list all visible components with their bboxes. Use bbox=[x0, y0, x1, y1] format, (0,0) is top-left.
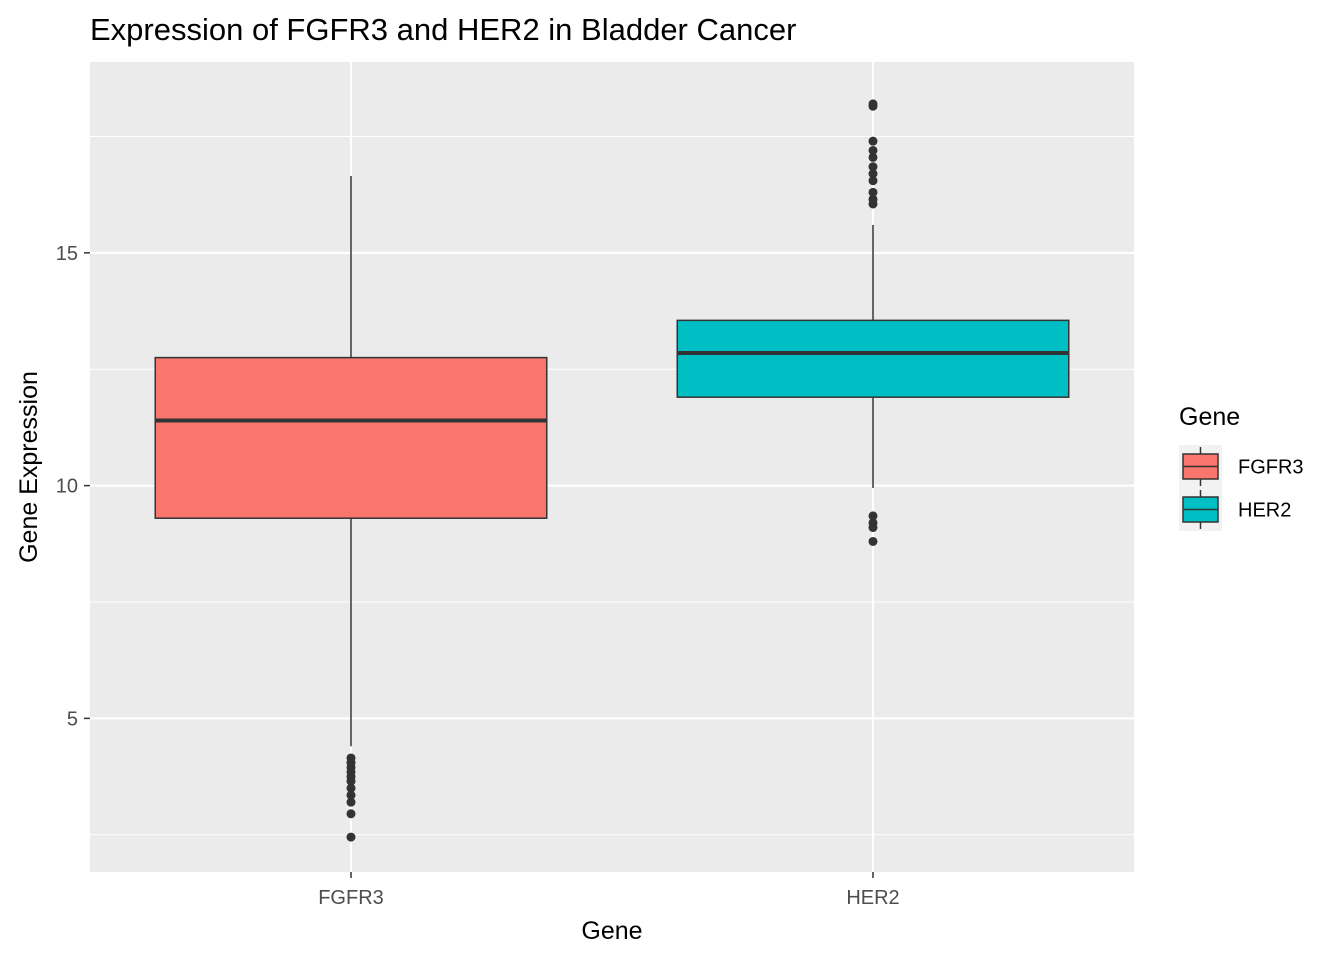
outlier-point bbox=[868, 145, 878, 155]
outlier-point bbox=[868, 511, 878, 521]
outlier-point bbox=[868, 536, 878, 546]
box-her2 bbox=[676, 99, 1070, 546]
iqr-box bbox=[154, 356, 548, 519]
outlier-point bbox=[346, 797, 356, 807]
legend-item-fgfr3: FGFR3 bbox=[1179, 445, 1304, 488]
legend-keys: FGFR3 HER2 bbox=[1179, 445, 1304, 531]
outlier-point bbox=[868, 199, 878, 209]
x-tick-label: FGFR3 bbox=[318, 887, 384, 909]
outlier-point bbox=[346, 790, 356, 800]
legend-label: HER2 bbox=[1238, 500, 1291, 522]
outlier-point bbox=[868, 176, 878, 186]
y-axis: 5 10 15 bbox=[56, 243, 90, 730]
iqr-box bbox=[676, 319, 1070, 398]
y-axis-title: Gene Expression bbox=[15, 371, 43, 563]
y-tick-label: 15 bbox=[56, 243, 78, 265]
x-axis-title: Gene bbox=[581, 917, 642, 945]
outlier-point bbox=[868, 187, 878, 197]
y-tick-label: 5 bbox=[67, 708, 78, 730]
outlier-point bbox=[868, 162, 878, 172]
y-tick-label: 10 bbox=[56, 476, 78, 498]
legend-title: Gene bbox=[1179, 403, 1240, 431]
box-fgfr3 bbox=[154, 176, 548, 842]
outlier-point bbox=[868, 101, 878, 111]
outlier-point bbox=[346, 832, 356, 842]
legend-label: FGFR3 bbox=[1238, 457, 1304, 479]
boxes bbox=[154, 99, 1070, 842]
x-axis: FGFR3 HER2 bbox=[318, 872, 900, 909]
outlier-point bbox=[346, 809, 356, 819]
outlier-point bbox=[868, 152, 878, 162]
x-tick-label: HER2 bbox=[846, 887, 899, 909]
chart-title: Expression of FGFR3 and HER2 in Bladder … bbox=[90, 12, 796, 47]
outlier-point bbox=[868, 169, 878, 179]
legend: Gene FGFR3 HER2 bbox=[1179, 403, 1304, 531]
outlier-point bbox=[868, 136, 878, 146]
legend-item-her2: HER2 bbox=[1179, 488, 1291, 531]
outlier-point bbox=[346, 776, 356, 786]
outlier-point bbox=[868, 523, 878, 533]
outlier-point bbox=[346, 783, 356, 793]
